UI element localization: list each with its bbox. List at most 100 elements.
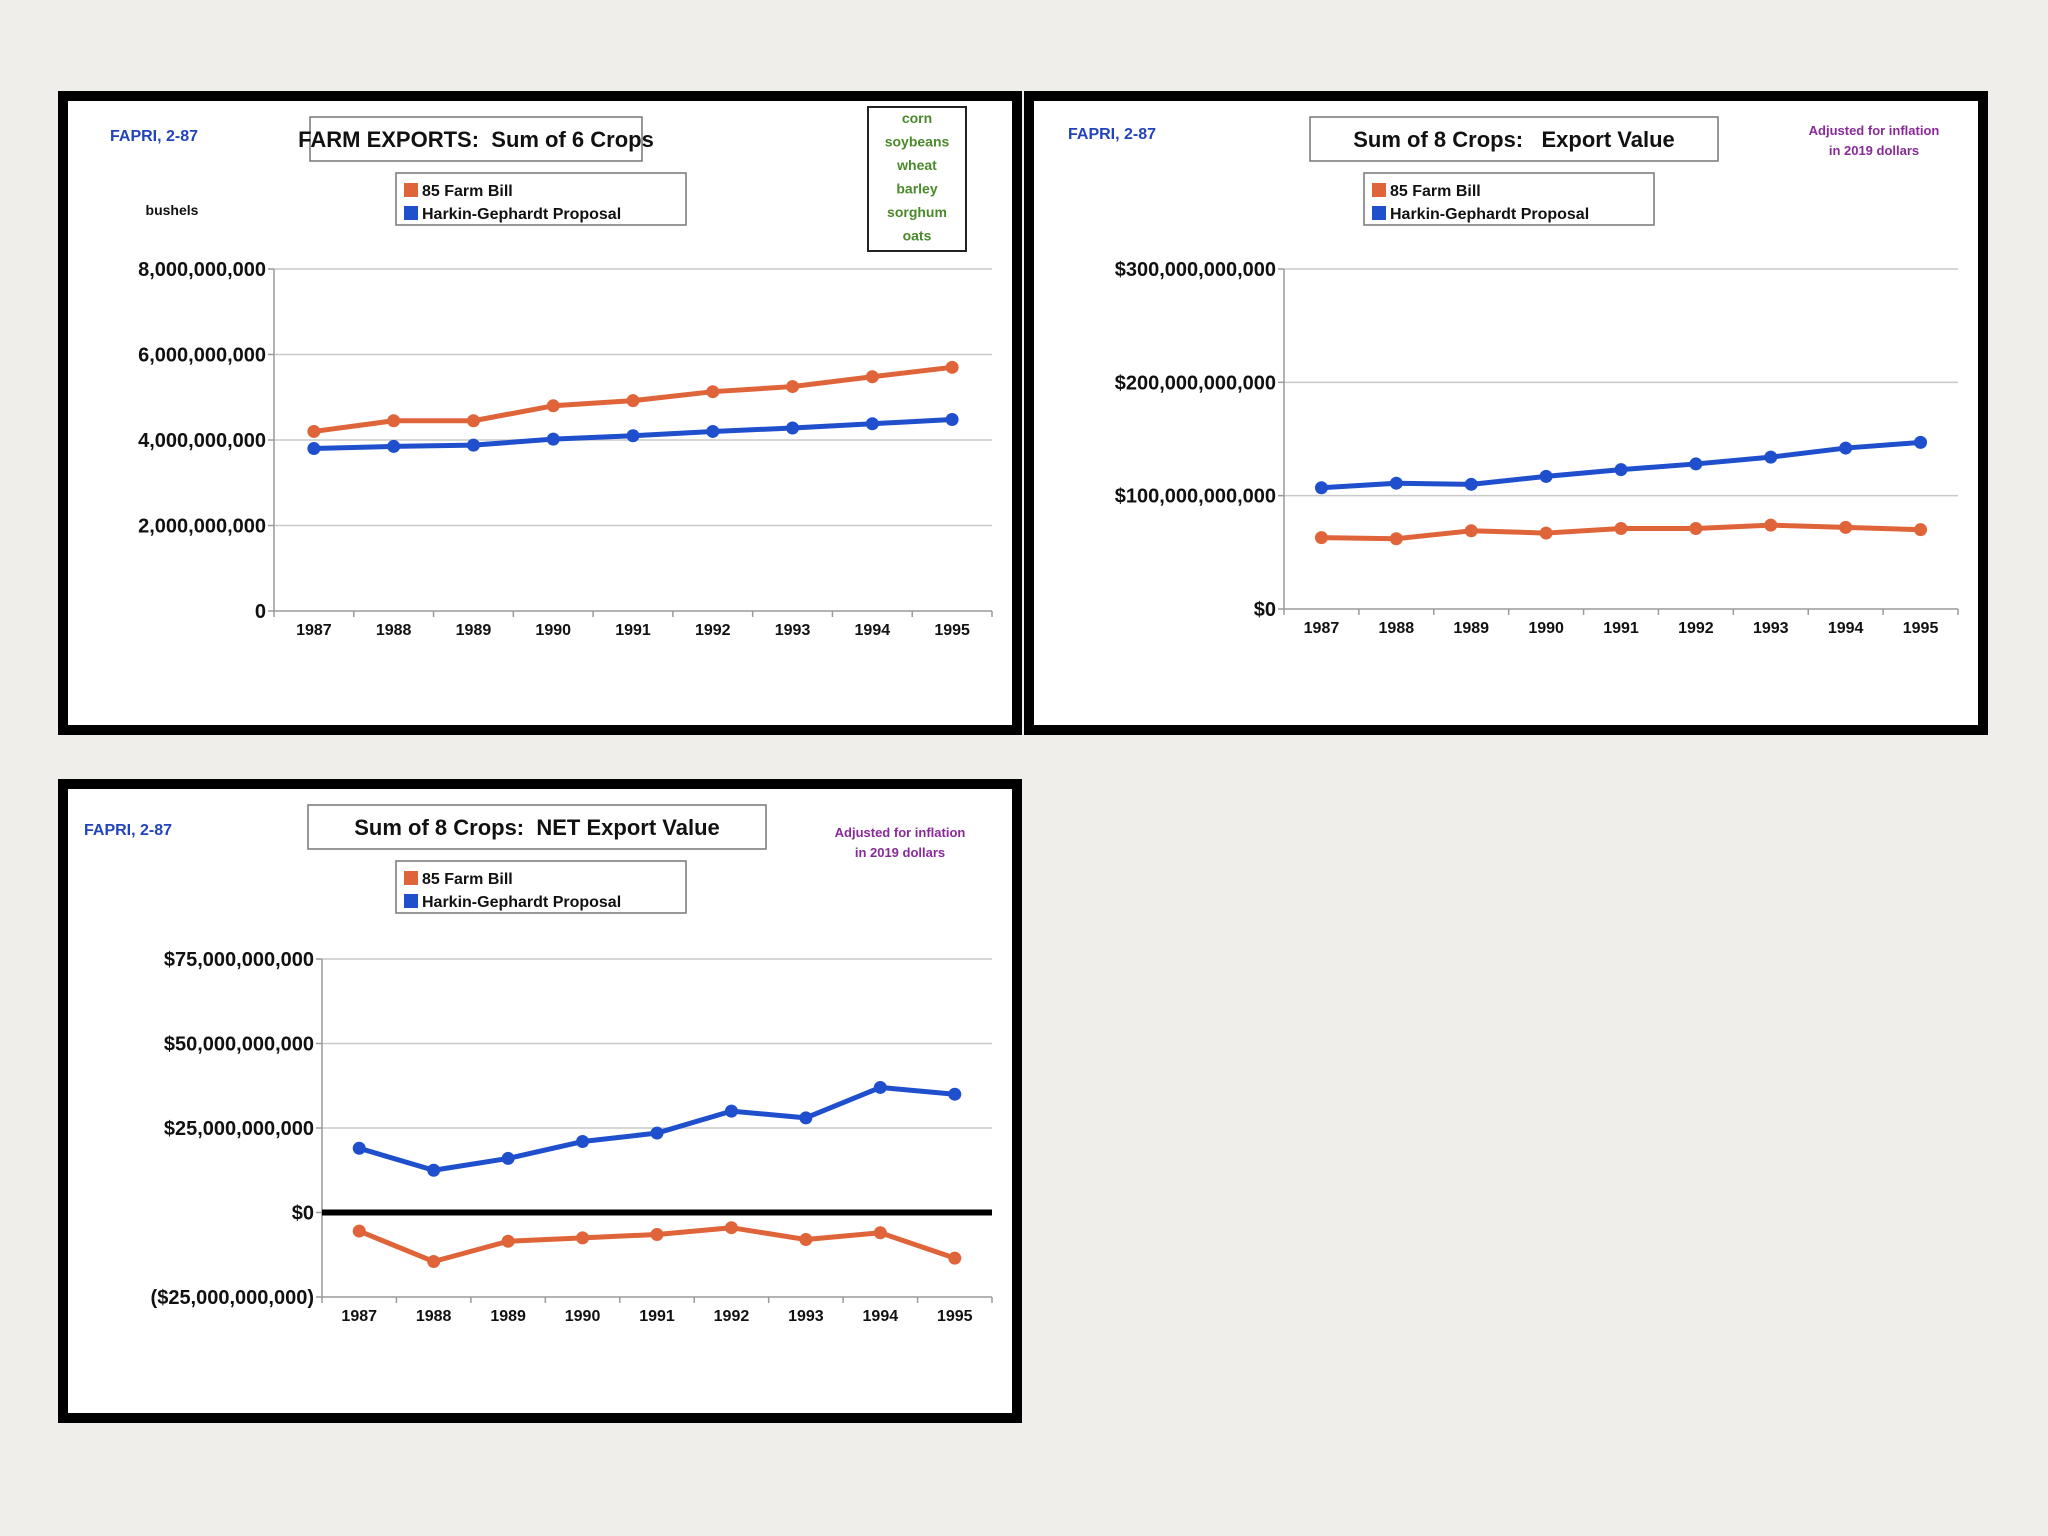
x-tick-label: 1987	[296, 622, 332, 639]
data-point	[307, 424, 321, 438]
data-point	[352, 1224, 366, 1238]
x-tick-label: 1989	[490, 1308, 526, 1325]
legend-box	[1363, 172, 1655, 226]
x-tick-label: 1995	[937, 1308, 973, 1325]
y-tick-label: $100,000,000,000	[1115, 486, 1276, 508]
data-point	[945, 412, 959, 426]
data-point	[1914, 435, 1928, 449]
data-point	[1389, 532, 1403, 546]
data-point	[1764, 450, 1778, 464]
x-tick-label: 1993	[775, 622, 811, 639]
data-point	[352, 1141, 366, 1155]
legend-box	[395, 860, 687, 914]
data-point	[1314, 531, 1328, 545]
data-point	[1914, 523, 1928, 537]
data-point	[724, 1221, 738, 1235]
chart-title: Sum of 8 Crops: NET Export Value	[354, 815, 720, 840]
y-tick-label: $25,000,000,000	[164, 1118, 314, 1140]
chart-export-value: FAPRI, 2-87 Sum of 8 Crops: Export Value 8…	[1068, 116, 1959, 637]
legend-swatch	[1372, 206, 1386, 220]
chart-farm-exports: FAPRI, 2-87 FARM EXPORTS: Sum of 6 Crops 8…	[110, 106, 993, 639]
legend-swatch	[404, 871, 418, 885]
x-tick-label: 1990	[1528, 620, 1564, 637]
data-point	[427, 1163, 441, 1177]
y-tick-label: $0	[292, 1203, 314, 1225]
x-tick-label: 1992	[695, 622, 731, 639]
legend-label: 85 Farm Bill	[1390, 183, 1481, 200]
chart-panel-inner: FAPRI, 2-87 FARM EXPORTS: Sum of 6 Crops 8…	[68, 101, 1012, 725]
title-box	[309, 116, 643, 162]
chart-net-export-value: FAPRI, 2-87 Sum of 8 Crops: NET Export Va…	[84, 804, 993, 1325]
x-tick-label: 1988	[376, 622, 412, 639]
y-tick-label: 0	[255, 601, 266, 623]
y-tick-label: 2,000,000,000	[138, 516, 266, 538]
crop-label: sorghum	[887, 204, 947, 220]
x-tick-label: 1987	[1304, 620, 1340, 637]
y-axis-label: bushels	[146, 202, 199, 218]
crops-box	[867, 106, 967, 252]
y-tick-label: $75,000,000,000	[164, 949, 314, 971]
legend-label: 85 Farm Bill	[422, 871, 513, 888]
data-point	[576, 1231, 590, 1245]
x-tick-label: 1994	[1828, 620, 1864, 637]
data-point	[945, 360, 959, 374]
data-point	[873, 1226, 887, 1240]
y-tick-label: $200,000,000,000	[1115, 372, 1276, 394]
data-point	[427, 1255, 441, 1269]
y-tick-label: $0	[1254, 599, 1276, 621]
y-tick-label: $50,000,000,000	[164, 1034, 314, 1056]
x-tick-label: 1988	[1379, 620, 1415, 637]
x-tick-label: 1991	[1603, 620, 1639, 637]
data-point	[799, 1233, 813, 1247]
source-label: FAPRI, 2-87	[1068, 126, 1156, 143]
legend-swatch	[404, 183, 418, 197]
data-point	[626, 429, 640, 443]
data-point	[501, 1234, 515, 1248]
data-point	[1389, 476, 1403, 490]
legend-swatch	[404, 894, 418, 908]
data-point	[466, 414, 480, 428]
x-tick-label: 1991	[639, 1308, 675, 1325]
data-point	[1539, 526, 1553, 540]
data-point	[501, 1151, 515, 1165]
y-tick-label: 4,000,000,000	[138, 430, 266, 452]
x-tick-label: 1993	[788, 1308, 824, 1325]
data-point	[948, 1251, 962, 1265]
data-point	[1614, 522, 1628, 536]
data-point	[546, 432, 560, 446]
crop-label: corn	[902, 110, 932, 126]
y-tick-label: 8,000,000,000	[138, 259, 266, 281]
data-point	[786, 421, 800, 435]
data-point	[1839, 441, 1853, 455]
data-point	[626, 394, 640, 408]
data-point	[1839, 520, 1853, 534]
chart-title: FARM EXPORTS: Sum of 6 Crops	[298, 127, 654, 152]
x-tick-label: 1990	[535, 622, 571, 639]
inflation-note: in 2019 dollars	[855, 845, 945, 860]
data-point	[865, 370, 879, 384]
chart-title: Sum of 8 Crops: Export Value	[1353, 127, 1675, 152]
x-tick-label: 1987	[341, 1308, 377, 1325]
legend-label: Harkin-Gephardt Proposal	[1390, 206, 1589, 223]
data-point	[786, 380, 800, 394]
data-point	[873, 1080, 887, 1094]
inflation-note: Adjusted for inflation	[1809, 123, 1940, 138]
data-point	[1314, 481, 1328, 495]
data-point	[724, 1104, 738, 1118]
chart-panel-inner: FAPRI, 2-87 Sum of 8 Crops: Export Value 8…	[1034, 101, 1978, 725]
x-tick-label: 1994	[863, 1308, 899, 1325]
data-point	[1614, 463, 1628, 477]
data-point	[546, 399, 560, 413]
data-point	[466, 438, 480, 452]
data-point	[1464, 524, 1478, 538]
crop-label: oats	[903, 228, 932, 244]
x-tick-label: 1994	[855, 622, 891, 639]
source-label: FAPRI, 2-87	[110, 128, 198, 145]
data-point	[576, 1135, 590, 1149]
y-tick-label: 6,000,000,000	[138, 345, 266, 367]
x-tick-label: 1990	[565, 1308, 601, 1325]
chart-panel-net-export-value: FAPRI, 2-87 Sum of 8 Crops: NET Export Va…	[58, 779, 1022, 1423]
x-tick-label: 1992	[1678, 620, 1714, 637]
y-tick-label: $300,000,000,000	[1115, 259, 1276, 281]
inflation-note: in 2019 dollars	[1829, 143, 1919, 158]
